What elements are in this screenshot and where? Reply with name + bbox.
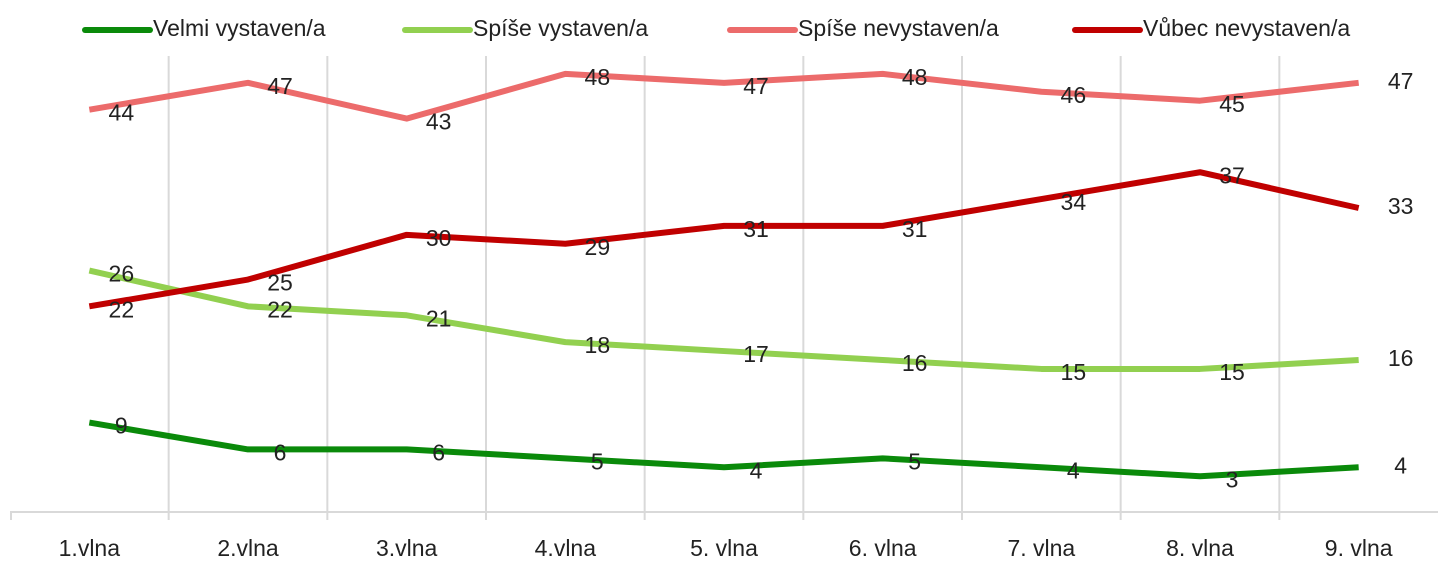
data-label: 29 [585, 234, 611, 260]
data-label: 25 [267, 270, 293, 296]
data-label: 46 [1061, 82, 1087, 108]
legend-label: Velmi vystaven/a [153, 15, 326, 41]
series-line [88, 70, 1360, 122]
data-label: 16 [1388, 345, 1414, 371]
data-label: 16 [902, 350, 928, 376]
data-label: 26 [109, 261, 135, 287]
data-label: 15 [1061, 359, 1087, 385]
x-tick-label: 2.vlna [217, 535, 279, 561]
data-label: 4 [1067, 457, 1080, 483]
x-tick-label: 8. vlna [1166, 535, 1234, 561]
series-line [88, 267, 1359, 372]
x-tick-label: 1.vlna [59, 535, 121, 561]
data-label: 18 [585, 332, 611, 358]
series-line [88, 169, 1360, 310]
data-label: 47 [1388, 68, 1414, 94]
x-tick-label: 3.vlna [376, 535, 438, 561]
data-label: 17 [743, 341, 769, 367]
legend-label: Spíše nevystaven/a [798, 15, 999, 41]
data-label: 31 [743, 216, 769, 242]
data-label: 37 [1219, 162, 1245, 188]
data-label: 3 [1226, 466, 1239, 492]
series-line [88, 419, 1359, 480]
data-label: 34 [1061, 189, 1087, 215]
data-label: 21 [426, 305, 452, 331]
data-label: 48 [585, 64, 611, 90]
data-label: 6 [274, 439, 287, 465]
data-label: 47 [267, 73, 293, 99]
data-label: 15 [1219, 359, 1245, 385]
data-label: 43 [426, 109, 452, 135]
x-tick-label: 6. vlna [849, 535, 917, 561]
x-tick-label: 7. vlna [1007, 535, 1075, 561]
data-label: 44 [109, 100, 135, 126]
legend-label: Spíše vystaven/a [473, 15, 648, 41]
data-label: 22 [109, 296, 135, 322]
x-tick-label: 9. vlna [1325, 535, 1393, 561]
x-tick-label: 4.vlna [535, 535, 597, 561]
data-label: 33 [1388, 193, 1414, 219]
data-label: 9 [115, 413, 128, 439]
legend-label: Vůbec nevystaven/a [1143, 15, 1350, 41]
data-label: 31 [902, 216, 928, 242]
data-label: 4 [750, 457, 763, 483]
data-label: 6 [432, 439, 445, 465]
data-label: 5 [591, 448, 604, 474]
x-tick-label: 5. vlna [690, 535, 758, 561]
data-label: 45 [1219, 91, 1245, 117]
data-label: 4 [1394, 452, 1407, 478]
data-label: 47 [743, 73, 769, 99]
data-label: 30 [426, 225, 452, 251]
data-label: 5 [908, 448, 921, 474]
data-label: 22 [267, 296, 293, 322]
data-label: 48 [902, 64, 928, 90]
